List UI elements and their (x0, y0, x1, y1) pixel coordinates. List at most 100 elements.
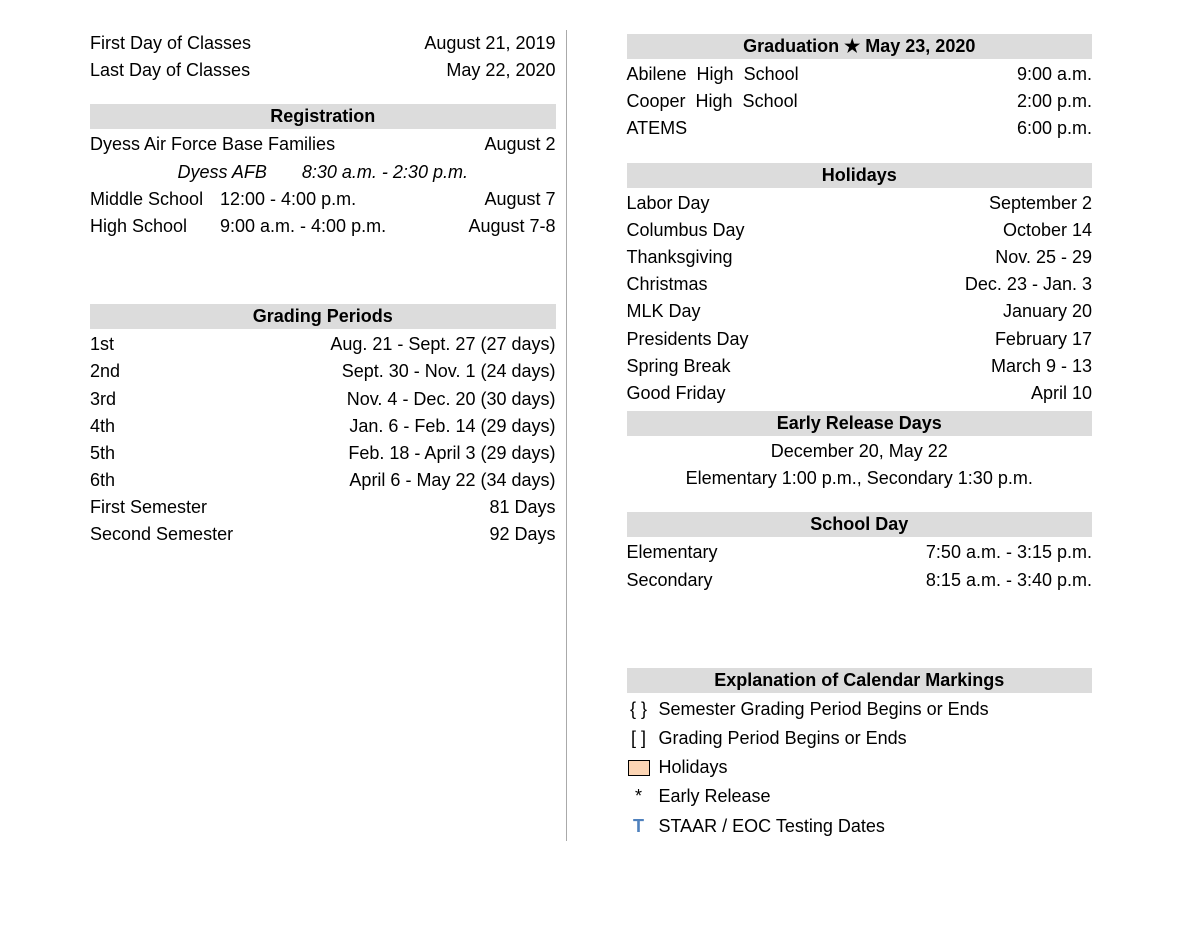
grading-periods-header: Grading Periods (90, 304, 556, 329)
legend-row: Holidays (627, 753, 1093, 782)
value: October 14 (1003, 218, 1092, 243)
label: 3rd (90, 387, 116, 412)
holiday-box-icon (628, 760, 650, 776)
value: January 20 (1003, 299, 1092, 324)
graduation-row: Abilene High School 9:00 a.m. (627, 61, 1093, 88)
legend-symbol-t: T (627, 814, 651, 839)
value: 8:15 a.m. - 3:40 p.m. (926, 568, 1092, 593)
date: August 7 (456, 187, 556, 212)
legend-symbol-braces: { } (627, 697, 651, 722)
label: Christmas (627, 272, 708, 297)
legend-label: STAAR / EOC Testing Dates (659, 814, 885, 839)
holiday-row: Spring Break March 9 - 13 (627, 353, 1093, 380)
date: August 2 (484, 132, 555, 157)
label: 2nd (90, 359, 120, 384)
label: 6th (90, 468, 115, 493)
value: Aug. 21 - Sept. 27 (27 days) (330, 332, 555, 357)
legend-symbol-star: * (627, 784, 651, 809)
time: 9:00 a.m. - 4:00 p.m. (220, 214, 456, 239)
label: Columbus Day (627, 218, 745, 243)
value: Nov. 25 - 29 (995, 245, 1092, 270)
legend-label: Early Release (659, 784, 771, 809)
holiday-row: Columbus Day October 14 (627, 217, 1093, 244)
legend-row: { } Semester Grading Period Begins or En… (627, 695, 1093, 724)
label: First Day of Classes (90, 31, 251, 56)
registration-italic: Dyess AFB 8:30 a.m. - 2:30 p.m. (90, 159, 556, 186)
class-date-row: Last Day of Classes May 22, 2020 (90, 57, 556, 84)
holiday-row: Thanksgiving Nov. 25 - 29 (627, 244, 1093, 271)
value: 9:00 a.m. (1017, 62, 1092, 87)
left-column: First Day of Classes August 21, 2019 Las… (90, 30, 567, 841)
graduation-row: ATEMS 6:00 p.m. (627, 115, 1093, 142)
calendar-info-layout: First Day of Classes August 21, 2019 Las… (90, 30, 1092, 841)
graduation-header: Graduation ★ May 23, 2020 (627, 34, 1093, 59)
value: 6:00 p.m. (1017, 116, 1092, 141)
early-release-header: Early Release Days (627, 411, 1093, 436)
value: Feb. 18 - April 3 (29 days) (348, 441, 555, 466)
legend-label: Semester Grading Period Begins or Ends (659, 697, 989, 722)
label: Elementary (627, 540, 718, 565)
school-day-row: Elementary 7:50 a.m. - 3:15 p.m. (627, 539, 1093, 566)
value: Jan. 6 - Feb. 14 (29 days) (349, 414, 555, 439)
grading-row: 3rd Nov. 4 - Dec. 20 (30 days) (90, 386, 556, 413)
label: Middle School (90, 187, 220, 212)
value: Dec. 23 - Jan. 3 (965, 272, 1092, 297)
label: First Semester (90, 495, 207, 520)
value: 92 Days (489, 522, 555, 547)
value: April 6 - May 22 (34 days) (349, 468, 555, 493)
value: March 9 - 13 (991, 354, 1092, 379)
value: 81 Days (489, 495, 555, 520)
holiday-row: Labor Day September 2 (627, 190, 1093, 217)
grading-row: 5th Feb. 18 - April 3 (29 days) (90, 440, 556, 467)
label: Abilene High School (627, 62, 799, 87)
date: August 7-8 (456, 214, 556, 239)
registration-header: Registration (90, 104, 556, 129)
registration-row: Dyess Air Force Base Families August 2 (90, 131, 556, 158)
label: Good Friday (627, 381, 726, 406)
label: Labor Day (627, 191, 710, 216)
grading-row: 2nd Sept. 30 - Nov. 1 (24 days) (90, 358, 556, 385)
value: February 17 (995, 327, 1092, 352)
legend-label: Holidays (659, 755, 728, 780)
label: Presidents Day (627, 327, 749, 352)
label: 5th (90, 441, 115, 466)
legend-symbol-holiday-box (627, 755, 651, 780)
class-date-row: First Day of Classes August 21, 2019 (90, 30, 556, 57)
value: May 22, 2020 (446, 58, 555, 83)
label: 4th (90, 414, 115, 439)
value: 2:00 p.m. (1017, 89, 1092, 114)
label: Second Semester (90, 522, 233, 547)
grading-row: Second Semester 92 Days (90, 521, 556, 548)
holiday-row: MLK Day January 20 (627, 298, 1093, 325)
label: Last Day of Classes (90, 58, 250, 83)
legend-row: * Early Release (627, 782, 1093, 811)
grading-row: First Semester 81 Days (90, 494, 556, 521)
value: Sept. 30 - Nov. 1 (24 days) (342, 359, 556, 384)
legend-label: Grading Period Begins or Ends (659, 726, 907, 751)
school-day-row: Secondary 8:15 a.m. - 3:40 p.m. (627, 567, 1093, 594)
school-day-header: School Day (627, 512, 1093, 537)
early-release-times: Elementary 1:00 p.m., Secondary 1:30 p.m… (627, 465, 1093, 492)
label: High School (90, 214, 220, 239)
value: Nov. 4 - Dec. 20 (30 days) (347, 387, 556, 412)
value: September 2 (989, 191, 1092, 216)
label: Spring Break (627, 354, 731, 379)
legend-row: T STAAR / EOC Testing Dates (627, 812, 1093, 841)
legend-symbol-brackets: [ ] (627, 726, 651, 751)
legend-header: Explanation of Calendar Markings (627, 668, 1093, 693)
registration-row: Middle School 12:00 - 4:00 p.m. August 7 (90, 186, 556, 213)
label: Thanksgiving (627, 245, 733, 270)
grading-row: 6th April 6 - May 22 (34 days) (90, 467, 556, 494)
graduation-row: Cooper High School 2:00 p.m. (627, 88, 1093, 115)
holiday-row: Presidents Day February 17 (627, 326, 1093, 353)
label: ATEMS (627, 116, 688, 141)
right-column: Graduation ★ May 23, 2020 Abilene High S… (627, 30, 1093, 841)
holiday-row: Christmas Dec. 23 - Jan. 3 (627, 271, 1093, 298)
holiday-row: Good Friday April 10 (627, 380, 1093, 407)
label: Cooper High School (627, 89, 798, 114)
value: 7:50 a.m. - 3:15 p.m. (926, 540, 1092, 565)
value: August 21, 2019 (424, 31, 555, 56)
registration-row: High School 9:00 a.m. - 4:00 p.m. August… (90, 213, 556, 240)
grading-row: 4th Jan. 6 - Feb. 14 (29 days) (90, 413, 556, 440)
label: MLK Day (627, 299, 701, 324)
